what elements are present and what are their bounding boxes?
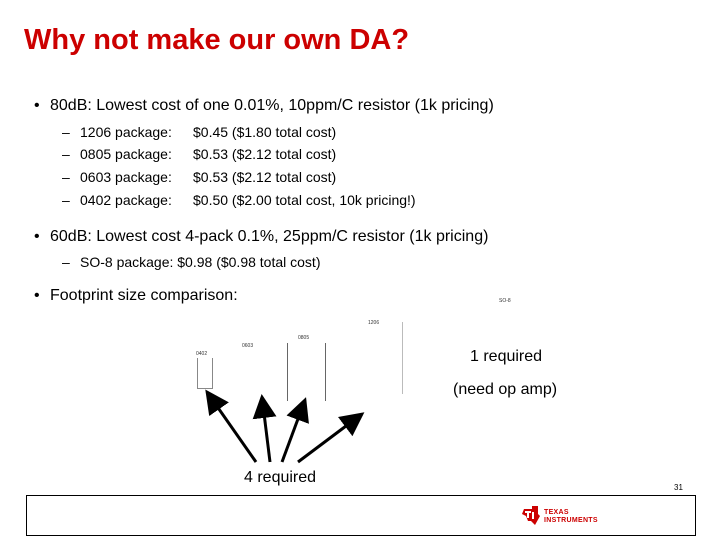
slide-title: Why not make our own DA?: [24, 24, 410, 56]
bullet-80db: • 80dB: Lowest cost of one 0.01%, 10ppm/C…: [34, 97, 494, 115]
bullet-marker: •: [34, 287, 40, 304]
sub-marker: –: [62, 192, 70, 208]
sub-marker: –: [62, 169, 70, 185]
page-number: 31: [674, 483, 683, 492]
bullet-60db: • 60dB: Lowest cost 4-pack 0.1%, 25ppm/C …: [34, 228, 488, 246]
bullet-footprint: • Footprint size comparison:: [34, 287, 238, 305]
sub-marker: –: [62, 254, 70, 270]
arrow-to-0603: [252, 394, 277, 463]
arrow-to-0402: [205, 389, 258, 463]
footprint-label-0805: 0805: [298, 335, 310, 341]
footprint-label-so8: SO-8: [499, 298, 511, 304]
sub-text: SO-8 package: $0.98 ($0.98 total cost): [80, 254, 321, 270]
ti-logo-text: TEXAS INSTRUMENTS: [544, 509, 598, 525]
bullet-text: 80dB: Lowest cost of one 0.01%, 10ppm/C …: [50, 97, 494, 114]
logo-line2: INSTRUMENTS: [544, 517, 598, 524]
arrow-to-1206: [297, 412, 365, 464]
logo-line1: TEXAS: [544, 509, 569, 516]
footprint-0805-outline: [287, 343, 288, 401]
ti-logo: TEXAS INSTRUMENTS: [522, 506, 614, 528]
callout-need-op-amp: (need op amp): [453, 381, 558, 398]
sub-marker: –: [62, 124, 70, 140]
footprint-label-0402: 0402: [196, 351, 208, 357]
arrow-to-0805: [280, 397, 309, 463]
sub-marker: –: [62, 146, 70, 162]
price-text: $0.53 ($2.12 total cost): [193, 169, 337, 185]
callout-one-required: 1 required: [470, 348, 543, 365]
package-label: 0805 package:: [80, 146, 172, 162]
package-label: 0402 package:: [80, 192, 172, 208]
price-text: $0.50 ($2.00 total cost, 10k pricing!): [193, 192, 416, 208]
price-text: $0.53 ($2.12 total cost): [193, 146, 337, 162]
package-label: 0603 package:: [80, 169, 172, 185]
ti-state-icon: [522, 506, 540, 525]
price-text: $0.45 ($1.80 total cost): [193, 124, 337, 140]
bullet-text: 60dB: Lowest cost 4-pack 0.1%, 25ppm/C r…: [50, 228, 489, 245]
footprint-label-1206: 1206: [368, 320, 380, 326]
bullet-marker: •: [34, 97, 40, 114]
package-label: 1206 package:: [80, 124, 172, 140]
footer-bar: [26, 495, 696, 536]
callout-four-required: 4 required: [244, 469, 317, 486]
footprint-label-0603: 0603: [242, 343, 254, 349]
footprint-1206-outline: [402, 322, 403, 394]
bullet-text: Footprint size comparison:: [50, 287, 238, 304]
bullet-marker: •: [34, 228, 40, 245]
footprint-0805-outline: [325, 343, 326, 401]
footprint-0402-pad: [197, 358, 213, 389]
